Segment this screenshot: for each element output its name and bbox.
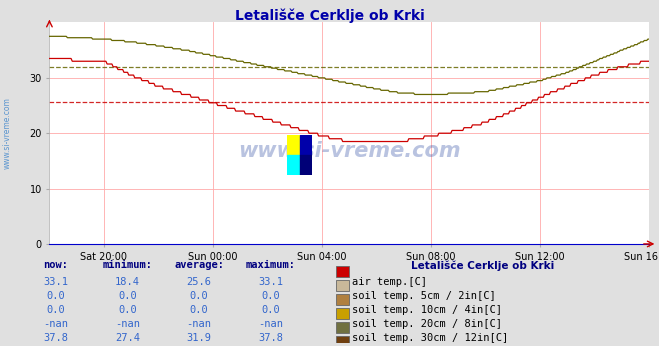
Text: 33.1: 33.1 <box>43 277 68 287</box>
Text: maximum:: maximum: <box>246 260 296 270</box>
Text: 0.0: 0.0 <box>190 291 208 301</box>
Text: Letališče Cerklje ob Krki: Letališče Cerklje ob Krki <box>411 260 554 271</box>
Text: 0.0: 0.0 <box>46 291 65 301</box>
Text: soil temp. 10cm / 4in[C]: soil temp. 10cm / 4in[C] <box>353 305 502 315</box>
Bar <box>336 266 349 277</box>
Text: -nan: -nan <box>43 319 68 329</box>
Text: www.si-vreme.com: www.si-vreme.com <box>238 141 461 161</box>
Text: 0.0: 0.0 <box>262 305 280 315</box>
Text: 0.0: 0.0 <box>190 305 208 315</box>
Text: soil temp. 5cm / 2in[C]: soil temp. 5cm / 2in[C] <box>353 291 496 301</box>
Text: average:: average: <box>174 260 224 270</box>
Bar <box>336 294 349 305</box>
Text: now:: now: <box>43 260 68 270</box>
Text: 0.0: 0.0 <box>262 291 280 301</box>
Text: soil temp. 20cm / 8in[C]: soil temp. 20cm / 8in[C] <box>353 319 502 329</box>
Bar <box>336 280 349 291</box>
Polygon shape <box>287 135 300 155</box>
Text: 37.8: 37.8 <box>258 333 283 343</box>
Text: 25.6: 25.6 <box>186 277 212 287</box>
Text: minimum:: minimum: <box>102 260 152 270</box>
Text: www.si-vreme.com: www.si-vreme.com <box>3 97 12 169</box>
Text: 27.4: 27.4 <box>115 333 140 343</box>
Text: 31.9: 31.9 <box>186 333 212 343</box>
Bar <box>336 322 349 333</box>
Text: air temp.[C]: air temp.[C] <box>353 277 428 287</box>
Text: Letališče Cerklje ob Krki: Letališče Cerklje ob Krki <box>235 9 424 23</box>
Text: 37.8: 37.8 <box>43 333 68 343</box>
Bar <box>336 308 349 319</box>
Text: 18.4: 18.4 <box>115 277 140 287</box>
Text: soil temp. 30cm / 12in[C]: soil temp. 30cm / 12in[C] <box>353 333 509 343</box>
Text: 33.1: 33.1 <box>258 277 283 287</box>
Polygon shape <box>287 155 300 175</box>
Bar <box>336 336 349 346</box>
Text: -nan: -nan <box>186 319 212 329</box>
Text: 0.0: 0.0 <box>118 291 136 301</box>
Text: -nan: -nan <box>115 319 140 329</box>
Polygon shape <box>300 135 312 155</box>
Text: 0.0: 0.0 <box>118 305 136 315</box>
Text: -nan: -nan <box>258 319 283 329</box>
Polygon shape <box>300 155 312 175</box>
Text: 0.0: 0.0 <box>46 305 65 315</box>
